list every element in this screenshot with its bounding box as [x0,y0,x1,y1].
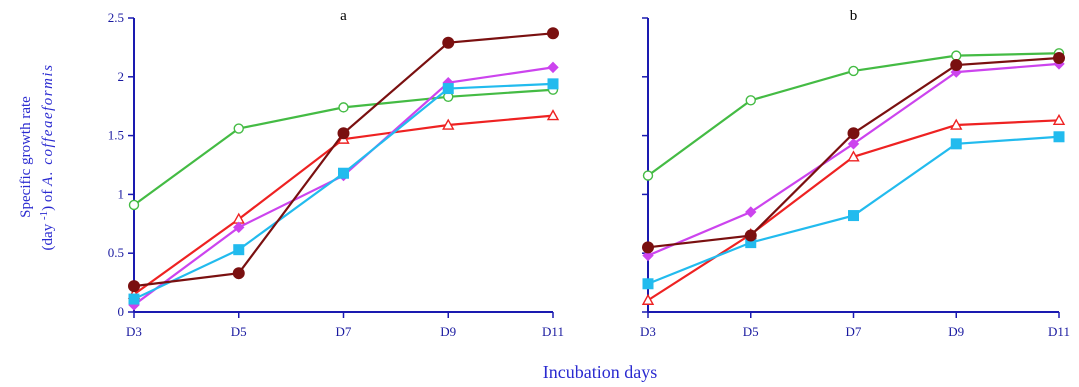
x-tick-label: D9 [948,324,964,339]
data-point [128,293,140,305]
data-point [847,138,860,150]
series-4 [642,131,1065,290]
series-5 [128,27,559,293]
panel-b-chart: D3 D5 D7 D9 D11 b [640,8,1070,339]
data-point [745,206,757,218]
y-tick-label: 0.5 [108,245,124,260]
y-axis-label-line1: Specific growth rate [18,96,34,218]
data-point [128,280,140,293]
data-point [745,95,756,106]
data-point [848,210,859,222]
data-point [233,221,245,234]
data-point [547,78,559,90]
series-1 [128,84,559,211]
x-tick-label: D5 [231,324,247,339]
data-point [128,199,140,211]
data-point [642,249,654,262]
data-point [744,229,757,242]
data-point [546,109,560,121]
data-point [337,127,350,140]
y-axis-label-line2: (day -1) of A. coffeaeformis [38,64,56,251]
data-point [642,278,654,290]
x-tick-label: D5 [743,324,759,339]
data-point [951,50,962,61]
data-point [1052,113,1066,126]
data-point [442,118,455,130]
y-tick-label: 2 [118,69,125,84]
x-tick-label: D3 [640,324,656,339]
data-point [1053,131,1065,143]
x-tick-label: D11 [542,324,564,339]
data-point [233,244,245,256]
data-point [642,170,654,181]
series-line [133,82,554,301]
y-axis-label-unit-exponent: -1 [38,211,50,220]
data-point [338,102,349,113]
data-point [642,241,654,254]
y-tick-label: 0 [118,304,125,319]
data-point [547,27,559,40]
data-point [1053,51,1065,64]
series-5 [642,51,1065,254]
x-tick-label: D11 [1048,324,1070,339]
y-axis-label: Specific growth rate (day -1) of A. coff… [18,64,56,251]
data-point [950,118,963,130]
series-4 [128,78,559,305]
y-tick-label: 1.5 [108,128,124,143]
y-axis-label-unit-open: (day [40,220,56,250]
data-point [338,167,349,179]
panel-title: b [850,8,858,24]
x-tick-label: D7 [336,324,352,339]
panel-title: a [340,8,347,24]
data-point [233,123,244,134]
x-axis-label: Incubation days [543,362,657,382]
x-tick-label: D9 [440,324,456,339]
y-tick-label: 1 [118,186,125,201]
y-axis-label-species: A. coffeaeformis [40,64,56,187]
data-point [848,65,859,77]
data-point [442,36,455,49]
data-point [950,138,962,150]
x-tick-label: D3 [126,324,142,339]
panel-a-chart: 0 0.5 1 1.5 2 2.5 D3 D5 D7 D9 D11 a [108,8,564,339]
data-point [847,127,860,140]
data-point [641,293,655,305]
y-axis-label-unit-close: ) of [40,186,56,211]
series-3 [128,61,559,311]
data-point [847,150,860,162]
data-point [232,267,245,280]
y-tick-label: 2.5 [108,10,124,25]
data-point [950,59,963,72]
data-point [547,61,559,74]
data-point [442,83,454,95]
x-tick-label: D7 [846,324,862,339]
